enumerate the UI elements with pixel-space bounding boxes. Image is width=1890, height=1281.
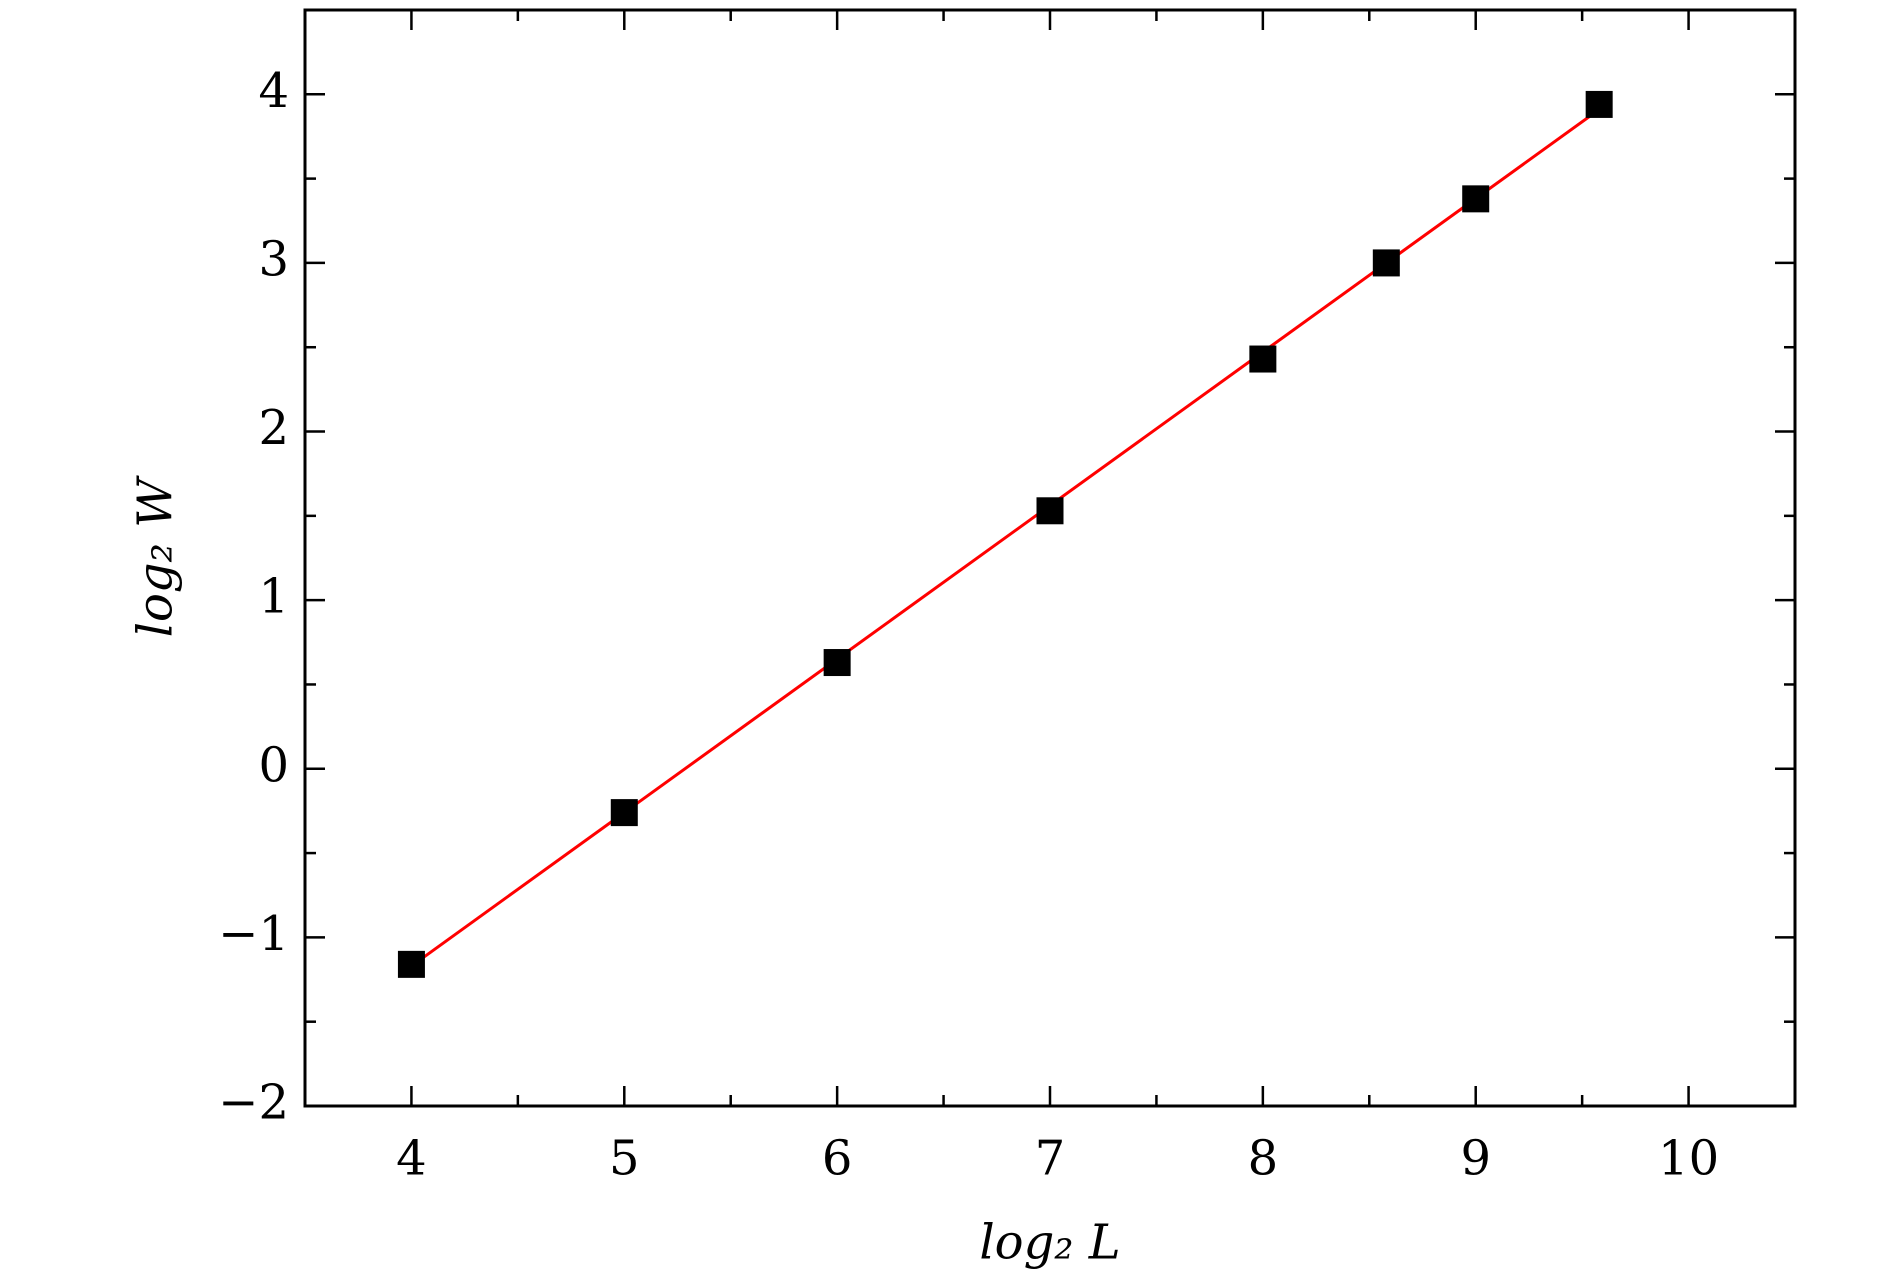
x-tick-label: 6 xyxy=(822,1131,853,1187)
y-tick-label: 4 xyxy=(258,63,289,119)
x-tick-label: 5 xyxy=(609,1131,640,1187)
y-axis-title: log₂ W xyxy=(128,475,184,637)
x-tick-label: 8 xyxy=(1248,1131,1279,1187)
data-point xyxy=(823,649,851,677)
data-point xyxy=(1372,249,1400,277)
data-point xyxy=(1585,90,1613,118)
data-point xyxy=(610,799,638,827)
y-tick-label: 2 xyxy=(258,400,289,456)
data-point xyxy=(1249,345,1277,373)
y-tick-label: −1 xyxy=(218,906,289,962)
x-tick-label: 10 xyxy=(1658,1131,1719,1187)
x-tick-label: 7 xyxy=(1035,1131,1066,1187)
data-point xyxy=(1462,185,1490,213)
y-tick-label: 1 xyxy=(258,569,289,625)
x-axis-title: log₂ L xyxy=(979,1215,1120,1271)
y-tick-label: −2 xyxy=(218,1075,289,1131)
fit-line xyxy=(410,108,1601,968)
y-tick-label: 3 xyxy=(258,231,289,287)
data-point xyxy=(397,950,425,978)
x-tick-label: 9 xyxy=(1460,1131,1491,1187)
y-tick-label: 0 xyxy=(258,737,289,793)
x-tick-label: 4 xyxy=(396,1131,427,1187)
data-point xyxy=(1036,497,1064,525)
plot-frame xyxy=(303,8,1797,1108)
